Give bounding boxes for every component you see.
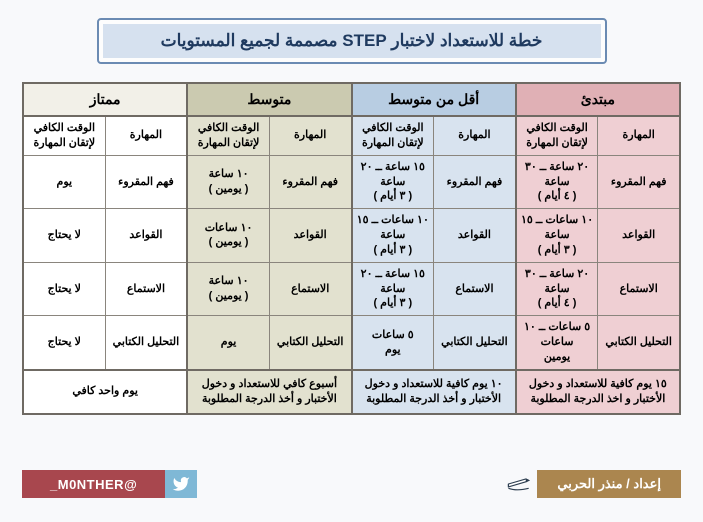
twitter-icon xyxy=(165,470,197,498)
time-cell: ٥ ساعات يوم xyxy=(352,316,434,370)
total-cell: ١٥ يوم كافية للاستعداد و دخول الأختبار و… xyxy=(516,370,680,414)
skill-cell: القواعد xyxy=(105,209,187,263)
skill-cell: الاستماع xyxy=(269,262,351,316)
time-cell: ٢٠ ساعة ــ ٣٠ ساعة ( ٤ أيام ) xyxy=(516,262,598,316)
subh-0-skill: المهارة xyxy=(598,116,680,155)
skill-cell: فهم المقروء xyxy=(598,155,680,209)
table-row: فهم المقروء٢٠ ساعة ــ ٣٠ ساعة ( ٤ أيام )… xyxy=(23,155,680,209)
subh-2-time: الوقت الكافي لإتقان المهارة xyxy=(187,116,269,155)
author-tag: إعداد / منذر الحربي xyxy=(503,470,681,498)
time-cell: ١٥ ساعة ــ ٢٠ ساعة ( ٣ أيام ) xyxy=(352,155,434,209)
time-cell: يوم xyxy=(23,155,105,209)
skill-cell: فهم المقروء xyxy=(105,155,187,209)
skill-cell: الاستماع xyxy=(434,262,516,316)
level-header-2: متوسط xyxy=(187,83,351,116)
table-body: فهم المقروء٢٠ ساعة ــ ٣٠ ساعة ( ٤ أيام )… xyxy=(23,155,680,413)
total-cell: ١٠ يوم كافية للاستعداد و دخول الأختبار و… xyxy=(352,370,516,414)
twitter-tag[interactable]: @M0NTHER_ xyxy=(22,470,197,498)
page-title: خطة للاستعداد لاختبار STEP مصممة لجميع ا… xyxy=(103,24,601,58)
table-row: القواعد١٠ ساعات ــ ١٥ ساعة ( ٣ أيام )الق… xyxy=(23,209,680,263)
skill-cell: فهم المقروء xyxy=(434,155,516,209)
subh-1-time: الوقت الكافي لإتقان المهارة xyxy=(352,116,434,155)
level-header-row: مبتدئ أقل من متوسط متوسط ممتاز xyxy=(23,83,680,116)
skill-cell: فهم المقروء xyxy=(269,155,351,209)
total-cell: يوم واحد كافي xyxy=(23,370,187,414)
time-cell: لا يحتاج xyxy=(23,262,105,316)
footer: @M0NTHER_ إعداد / منذر الحربي xyxy=(22,464,681,498)
skill-cell: الاستماع xyxy=(598,262,680,316)
time-cell: ١٠ ساعات ــ ١٥ ساعة ( ٣ أيام ) xyxy=(352,209,434,263)
subh-0-time: الوقت الكافي لإتقان المهارة xyxy=(516,116,598,155)
subh-3-skill: المهارة xyxy=(105,116,187,155)
time-cell: ١٥ ساعة ــ ٢٠ ساعة ( ٣ أيام ) xyxy=(352,262,434,316)
time-cell: ١٠ ساعات ــ ١٥ ساعة ( ٣ أيام ) xyxy=(516,209,598,263)
subh-3-time: الوقت الكافي لإتقان المهارة xyxy=(23,116,105,155)
level-header-3: ممتاز xyxy=(23,83,187,116)
skill-cell: القواعد xyxy=(598,209,680,263)
time-cell: ٥ ساعات ــ ١٠ ساعات يومين xyxy=(516,316,598,370)
time-cell: لا يحتاج xyxy=(23,209,105,263)
skill-cell: التحليل الكتابي xyxy=(269,316,351,370)
table-row: التحليل الكتابي٥ ساعات ــ ١٠ ساعات يومين… xyxy=(23,316,680,370)
subh-1-skill: المهارة xyxy=(434,116,516,155)
total-cell: أسبوع كافي للاستعداد و دخول الأختبار و أ… xyxy=(187,370,351,414)
totals-row: ١٥ يوم كافية للاستعداد و دخول الأختبار و… xyxy=(23,370,680,414)
pencil-icon xyxy=(503,470,537,498)
author-label: إعداد / منذر الحربي xyxy=(537,470,681,498)
skill-cell: القواعد xyxy=(269,209,351,263)
skill-cell: الاستماع xyxy=(105,262,187,316)
subh-2-skill: المهارة xyxy=(269,116,351,155)
level-header-0: مبتدئ xyxy=(516,83,680,116)
sub-header-row: المهارة الوقت الكافي لإتقان المهارة المه… xyxy=(23,116,680,155)
time-cell: ٢٠ ساعة ــ ٣٠ ساعة ( ٤ أيام ) xyxy=(516,155,598,209)
title-container: خطة للاستعداد لاختبار STEP مصممة لجميع ا… xyxy=(97,18,607,64)
skill-cell: التحليل الكتابي xyxy=(434,316,516,370)
skill-cell: القواعد xyxy=(434,209,516,263)
twitter-handle: @M0NTHER_ xyxy=(22,470,165,498)
study-plan-table: مبتدئ أقل من متوسط متوسط ممتاز المهارة ا… xyxy=(22,82,681,415)
table-row: الاستماع٢٠ ساعة ــ ٣٠ ساعة ( ٤ أيام )الا… xyxy=(23,262,680,316)
skill-cell: التحليل الكتابي xyxy=(598,316,680,370)
time-cell: لا يحتاج xyxy=(23,316,105,370)
time-cell: يوم xyxy=(187,316,269,370)
level-header-1: أقل من متوسط xyxy=(352,83,516,116)
time-cell: ١٠ ساعات ( يومين ) xyxy=(187,209,269,263)
time-cell: ١٠ ساعة ( يومين ) xyxy=(187,155,269,209)
time-cell: ١٠ ساعة ( يومين ) xyxy=(187,262,269,316)
skill-cell: التحليل الكتابي xyxy=(105,316,187,370)
